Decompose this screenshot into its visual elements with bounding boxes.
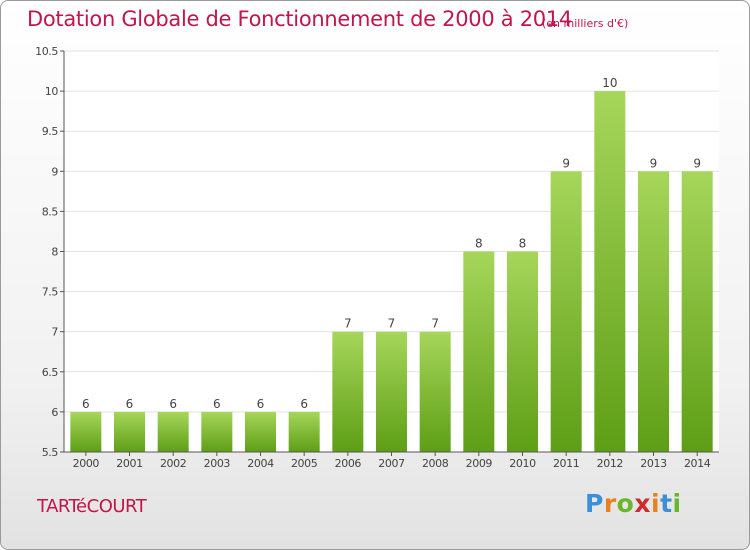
y-tick-label: 7 (51, 326, 58, 339)
axes: 5.5 6 6.5 7 7.5 8 8.5 9 9.5 10 10.5 2000 2001 2002 200… (35, 45, 719, 470)
x-tick-label: 2011 (553, 457, 579, 470)
x-tick-label: 2010 (509, 457, 536, 470)
proxiti-logo[interactable]: Proxiti (585, 489, 682, 518)
data-label: 8 (519, 237, 527, 251)
bar-2008 (419, 331, 451, 452)
y-tick-label: 9 (51, 165, 58, 178)
unit-note: (en milliers d'€) (542, 17, 629, 30)
data-label: 10 (602, 76, 617, 90)
data-label: 9 (693, 156, 701, 170)
bars: 6 6 6 6 6 6 7 7 7 8 8 9 10 9 9 (70, 76, 713, 453)
bar-2001 (114, 411, 145, 452)
y-tick-label: 8.5 (42, 205, 59, 218)
x-tick-label: 2002 (160, 457, 186, 470)
data-label: 7 (431, 317, 439, 331)
bar-2000 (70, 411, 102, 452)
bar-2009 (463, 251, 495, 452)
logo-letter: x (634, 489, 651, 518)
town-name: TARTéCOURT (37, 496, 147, 517)
data-label: 7 (344, 317, 352, 331)
x-tick-label: 2000 (73, 457, 100, 470)
data-label: 9 (562, 156, 570, 170)
data-label: 6 (257, 397, 265, 411)
bar-2014 (681, 171, 713, 453)
bar-2010 (507, 251, 538, 452)
x-tick-label: 2005 (291, 457, 318, 470)
bar-2004 (245, 411, 276, 452)
data-label: 6 (169, 397, 177, 411)
x-tick-label: 2009 (466, 457, 493, 470)
x-tick-label: 2007 (378, 457, 405, 470)
y-tick-label: 8 (51, 246, 58, 259)
x-tick-label: 2006 (335, 457, 362, 470)
x-tick-label: 2004 (247, 457, 274, 470)
y-tick-label: 5.5 (42, 446, 59, 459)
bar-2012 (594, 91, 626, 452)
logo-letter: i (672, 489, 682, 518)
chart-title: Dotation Globale de Fonctionnement de 20… (27, 7, 572, 31)
y-tick-label: 6 (51, 406, 58, 419)
bar-2011 (550, 171, 582, 453)
data-label: 7 (388, 317, 396, 331)
data-label: 9 (650, 156, 658, 170)
bar-2003 (201, 411, 233, 452)
data-label: 6 (126, 397, 134, 411)
bar-2005 (288, 411, 320, 452)
bar-2006 (332, 331, 364, 452)
y-tick-label: 10.5 (35, 45, 58, 58)
data-label: 6 (82, 397, 90, 411)
data-label: 6 (213, 397, 221, 411)
bar-2007 (376, 331, 407, 452)
bar-2002 (157, 411, 189, 452)
x-tick-label: 2012 (597, 457, 623, 470)
x-tick-label: 2003 (204, 457, 231, 470)
x-tick-label: 2001 (116, 457, 142, 470)
y-tick-label: 7.5 (42, 286, 59, 299)
logo-letter: i (651, 489, 661, 518)
y-tick-label: 10 (45, 85, 59, 98)
data-label: 8 (475, 237, 483, 251)
x-tick-label: 2008 (422, 457, 449, 470)
logo-letter: t (660, 489, 673, 518)
logo-letter: o (616, 489, 635, 518)
logo-letter: P (585, 489, 604, 518)
bar-2013 (638, 171, 669, 453)
x-tick-label: 2013 (640, 457, 667, 470)
data-label: 6 (300, 397, 308, 411)
x-tick-label: 2014 (684, 457, 711, 470)
y-tick-label: 6.5 (42, 366, 59, 379)
y-tick-label: 9.5 (42, 125, 59, 138)
logo-letter: r (603, 489, 617, 518)
